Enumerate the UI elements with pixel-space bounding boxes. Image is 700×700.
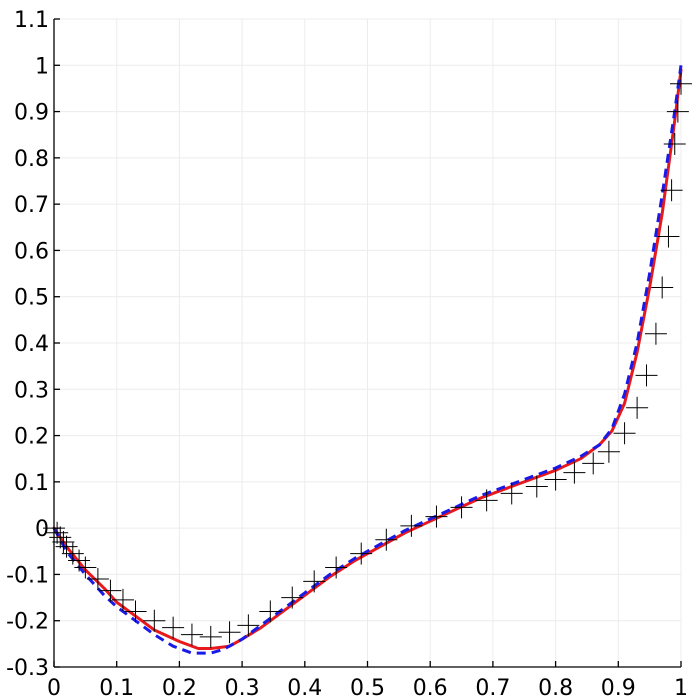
data-point-marker bbox=[666, 100, 689, 123]
data-point-marker bbox=[651, 276, 674, 299]
data-point-marker bbox=[325, 556, 348, 579]
data-point-marker bbox=[111, 588, 134, 611]
data-point-marker bbox=[49, 526, 72, 549]
data-point-marker bbox=[450, 496, 473, 519]
grid bbox=[53, 18, 682, 668]
y-tick-label: 0.4 bbox=[14, 332, 49, 357]
data-point-marker bbox=[259, 600, 282, 623]
x-tick-label: 0.4 bbox=[287, 676, 322, 700]
x-tick-label: 0.6 bbox=[413, 676, 448, 700]
data-point-marker bbox=[303, 570, 326, 593]
data-point-marker bbox=[180, 623, 203, 646]
data-point-marker bbox=[86, 568, 109, 591]
x-tick-label: 0.3 bbox=[225, 676, 260, 700]
x-tick-label: 0.5 bbox=[350, 676, 385, 700]
y-tick-label: 0.7 bbox=[14, 193, 49, 218]
data-point-marker bbox=[563, 461, 586, 484]
data-point-marker bbox=[670, 72, 692, 95]
x-tick-label: 0.1 bbox=[99, 676, 134, 700]
y-tick-labels: -0.3 -0.2 -0.1 0 0.1 0.2 0.3 0.4 0.5 0.6 0.7 0.8 0.9… bbox=[6, 8, 49, 681]
data-point-marker bbox=[425, 505, 448, 528]
series-1 bbox=[52, 65, 683, 655]
data-point-marker bbox=[218, 621, 241, 644]
data-point-marker bbox=[199, 625, 222, 648]
y-tick-label: 0.6 bbox=[14, 239, 49, 264]
data-point-marker bbox=[400, 514, 423, 537]
data-point-marker bbox=[162, 616, 185, 639]
y-tick-label: 0.8 bbox=[14, 147, 49, 172]
x-tick-labels: 0 0.1 0.2 0.3 0.4 0.5 0.6 0.7 0.8 0.9 1 bbox=[47, 676, 688, 700]
series-layer bbox=[43, 65, 692, 655]
y-tick-label: 0.5 bbox=[14, 286, 49, 311]
data-point-marker bbox=[237, 614, 260, 637]
data-point-marker bbox=[660, 179, 683, 202]
data-point-marker bbox=[525, 475, 548, 498]
y-tick-label: 0.2 bbox=[14, 425, 49, 450]
y-tick-label: 0.1 bbox=[14, 471, 49, 496]
data-point-marker bbox=[582, 452, 605, 475]
y-tick-label: 1.1 bbox=[14, 8, 49, 33]
data-point-marker bbox=[375, 528, 398, 551]
data-point-marker bbox=[52, 531, 75, 554]
y-tick-label: 1 bbox=[35, 54, 49, 79]
y-tick-label: -0.3 bbox=[6, 656, 49, 681]
data-point-marker bbox=[74, 556, 97, 579]
data-point-marker bbox=[350, 542, 373, 565]
data-point-marker bbox=[635, 364, 658, 387]
x-tick-label: 0.8 bbox=[538, 676, 573, 700]
data-point-marker bbox=[613, 422, 636, 445]
data-point-marker bbox=[143, 609, 166, 632]
data-point-marker bbox=[626, 396, 649, 419]
data-point-marker bbox=[663, 132, 686, 155]
data-point-marker bbox=[500, 482, 523, 505]
x-tick-label: 0 bbox=[47, 676, 61, 700]
dashed-series-line bbox=[52, 65, 683, 655]
data-point-marker bbox=[46, 521, 69, 544]
data-point-marker bbox=[281, 586, 304, 609]
data-point-marker bbox=[99, 579, 122, 602]
y-tick-label: -0.1 bbox=[6, 563, 49, 588]
series-2 bbox=[43, 72, 692, 648]
y-tick-label: -0.2 bbox=[6, 610, 49, 635]
x-tick-label: 0.9 bbox=[601, 676, 636, 700]
x-tick-label: 1 bbox=[674, 676, 688, 700]
y-tick-label: 0.3 bbox=[14, 378, 49, 403]
axes bbox=[53, 18, 682, 668]
x-tick-label: 0.2 bbox=[162, 676, 197, 700]
y-tick-label: 0.9 bbox=[14, 101, 49, 126]
data-point-marker bbox=[644, 322, 667, 345]
data-point-marker bbox=[124, 600, 147, 623]
y-tick-label: 0 bbox=[35, 517, 49, 542]
data-point-marker bbox=[597, 440, 620, 463]
data-point-marker bbox=[475, 489, 498, 512]
data-point-marker bbox=[544, 468, 567, 491]
x-tick-label: 0.7 bbox=[475, 676, 510, 700]
data-point-marker bbox=[657, 225, 680, 248]
